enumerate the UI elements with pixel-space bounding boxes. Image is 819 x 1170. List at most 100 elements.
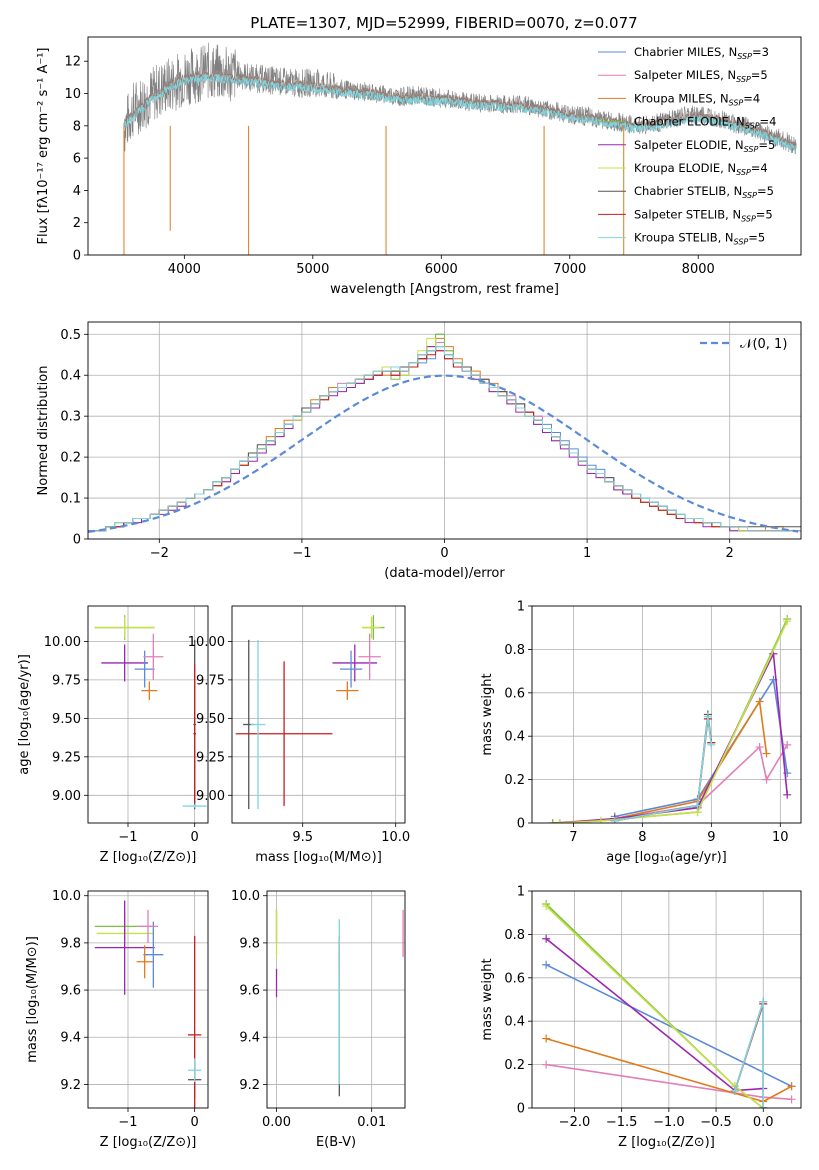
series-line	[545, 905, 764, 1108]
panel-2: −1 0 9.00 9.25 9.50 9.75 10.00 Z [log₁₀(Z/Z⊙)] a…	[17, 605, 209, 865]
x-tick-label: 0	[440, 546, 448, 561]
series-line	[734, 1003, 764, 1108]
y-tick-label: 0.4	[60, 369, 81, 384]
legend-label: Kroupa ELODIE, NSSP=4	[634, 161, 768, 177]
error-bar-point	[336, 681, 359, 700]
x-axis-label: Z [log₁₀(Z/Z⊙)]	[618, 1135, 715, 1150]
legend-label-sub: SSP	[745, 122, 760, 131]
y-axis-label: mass [log₁₀(M/M⊙)]	[25, 936, 40, 1063]
x-axis-label: mass [log₁₀(M/M⊙)]	[255, 850, 382, 865]
plot-area	[88, 322, 801, 539]
series-line	[545, 964, 792, 1088]
spectrum-model-line	[123, 72, 797, 155]
legend-label: Chabrier STELIB, NSSP=5	[634, 184, 774, 200]
plot-area	[267, 891, 405, 1108]
y-tick-label: 9.50	[52, 712, 81, 727]
page-title: PLATE=1307, MJD=52999, FIBERID=0070, z=0…	[250, 14, 637, 32]
legend-label-tail: =5	[757, 184, 774, 198]
error-bar-point	[362, 616, 381, 639]
error-bar-point	[332, 644, 378, 682]
legend-label-text: Chabrier ELODIE, N	[634, 115, 745, 129]
x-tick-label: 6000	[425, 262, 458, 277]
y-tick-label: 9.00	[196, 789, 225, 804]
error-bar-point	[94, 900, 155, 995]
series-point	[596, 816, 605, 823]
plot-area	[88, 606, 208, 823]
y-tick-label: 10	[64, 87, 81, 102]
legend-label-sub: SSP	[742, 191, 757, 200]
x-tick-label: −0.5	[700, 1115, 732, 1130]
y-tick-label: 0.4	[504, 730, 525, 745]
y-tick-label: 0.2	[60, 451, 81, 466]
error-bar-point	[235, 661, 333, 807]
x-tick-label: 0.00	[262, 1115, 291, 1130]
legend-label-text: Salpeter ELODIE, N	[634, 138, 744, 152]
y-tick-label: 9.8	[239, 936, 260, 951]
series-line	[559, 620, 788, 823]
y-axis-label: mass weight	[480, 958, 495, 1040]
y-tick-label: 0	[517, 1102, 525, 1117]
axes-frame	[266, 890, 406, 1109]
series-point	[759, 1104, 768, 1108]
legend-label: Kroupa STELIB, NSSP=5	[634, 231, 765, 247]
error-bar-point	[94, 616, 155, 639]
legend-label-sub: SSP	[736, 168, 751, 177]
legend-label-sub: SSP	[741, 214, 756, 223]
x-tick-label: 10.0	[381, 830, 410, 845]
legend-label-sub: SSP	[729, 98, 744, 107]
y-tick-label: 9.25	[52, 750, 81, 765]
plot-area	[532, 891, 801, 1108]
axes-frame	[87, 605, 209, 824]
series-point	[703, 712, 712, 721]
y-tick-label: 0.6	[504, 971, 525, 986]
y-tick-label: 9.00	[52, 789, 81, 804]
panel-5: −1 0 9.2 9.4 9.6 9.8 10.0 Z [log₁₀(Z/Z⊙)] mass […	[25, 889, 209, 1150]
legend-label-tail: =5	[756, 207, 773, 221]
plot-area	[123, 42, 797, 255]
x-tick-label: 0.01	[357, 1115, 386, 1130]
legend-label-text: Chabrier STELIB, N	[634, 184, 742, 198]
y-tick-label: 10.00	[188, 635, 225, 650]
legend-label-text: Salpeter MILES, N	[634, 68, 736, 82]
series-point	[787, 1095, 796, 1104]
legend-label-text: Kroupa ELODIE, N	[634, 161, 736, 175]
series-point	[787, 1082, 796, 1091]
x-tick-label: 8000	[682, 262, 715, 277]
y-tick-label: 12	[64, 55, 81, 70]
x-tick-label: −1	[118, 830, 137, 845]
x-tick-label: 1	[583, 546, 591, 561]
x-tick-label: 9	[707, 830, 715, 845]
legend-label: 𝒩(0, 1)	[740, 337, 787, 352]
y-tick-label: 0.8	[504, 643, 525, 658]
y-axis-label: mass weight	[480, 673, 495, 755]
x-tick-label: 4000	[168, 262, 201, 277]
series-line	[559, 699, 768, 823]
axes-frame	[531, 890, 802, 1109]
panel-7: −2.0 −1.5 −1.0 −0.5 0.0 0 0.2 0.4 0.6 0.8 1 Z [log₁…	[480, 885, 802, 1150]
series-point	[759, 997, 768, 1006]
legend-label: Salpeter MILES, NSSP=5	[634, 68, 768, 84]
axes-frame	[531, 605, 802, 824]
y-tick-label: 9.2	[60, 1078, 81, 1093]
plot-area	[232, 606, 405, 823]
legend-label-tail: =5	[751, 68, 768, 82]
series-point	[730, 1086, 739, 1095]
x-tick-label: −1	[118, 1115, 137, 1130]
legend-label-sub: SSP	[737, 52, 752, 61]
series-point	[707, 740, 716, 749]
error-bar-point	[188, 1058, 202, 1083]
legend-label: Salpeter STELIB, NSSP=5	[634, 207, 773, 223]
series-point	[762, 775, 771, 784]
series-point	[783, 740, 792, 749]
error-bar-point	[250, 639, 266, 810]
legend-label-text: Salpeter STELIB, N	[634, 207, 741, 221]
series-point	[548, 819, 557, 823]
error-bar-point	[339, 650, 363, 688]
y-axis-label: Normed distribution	[36, 366, 51, 496]
panel-1: −2 −1 0 1 2 0 0.1 0.2 0.3 0.4 0.5 (data-model)/erro…	[36, 321, 802, 581]
y-tick-label: 9.25	[196, 750, 225, 765]
x-axis-label: Z [log₁₀(Z/Z⊙)]	[100, 1135, 197, 1150]
x-tick-label: −1	[292, 546, 311, 561]
legend-label-tail: =4	[751, 161, 768, 175]
y-tick-label: 10.0	[231, 889, 260, 904]
